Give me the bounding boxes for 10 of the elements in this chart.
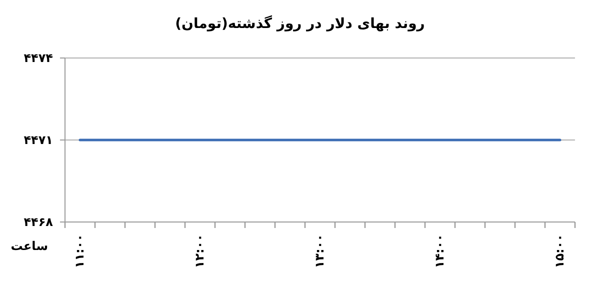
x-tick-label: ۱۲:۰۰ [192, 234, 206, 268]
x-tick-label: ۱۱:۰۰ [72, 234, 86, 268]
x-tick-label: ۱۴:۰۰ [432, 234, 446, 268]
y-tick-label: ۴۴۷۴ [24, 51, 53, 65]
x-tick-label: ۱۳:۰۰ [312, 234, 326, 268]
y-tick-label: ۴۴۶۸ [24, 215, 54, 229]
x-tick-label: ۱۵:۰۰ [552, 234, 566, 268]
y-tick-label: ۴۴۷۱ [24, 133, 53, 147]
chart-title: روند بهای دلار در روز گذشته(تومان) [175, 15, 425, 32]
x-axis-title: ساعت [10, 239, 48, 253]
